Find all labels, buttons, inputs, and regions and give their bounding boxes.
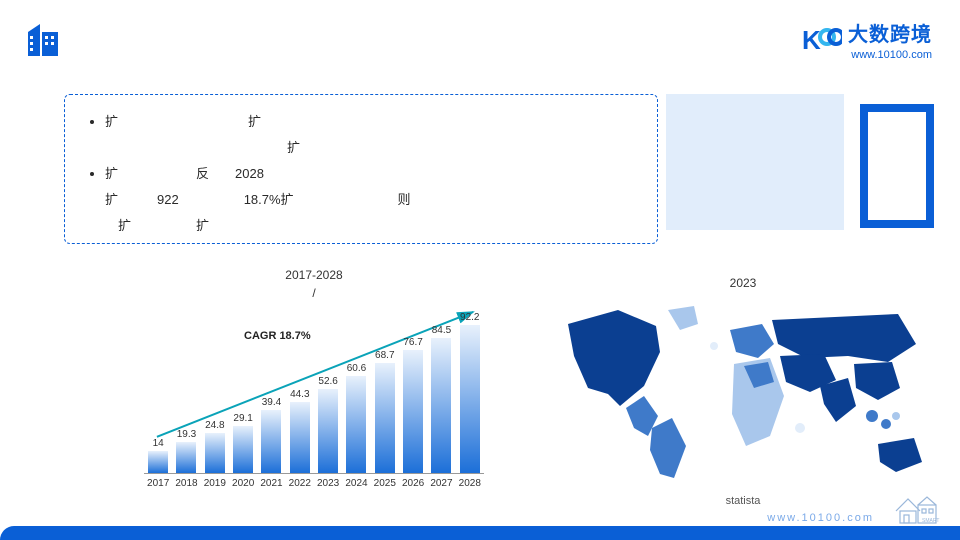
bar-value: 44.3: [290, 389, 309, 400]
bar-category: 2023: [314, 478, 342, 489]
footer-url[interactable]: www.10100.com: [767, 512, 874, 524]
revenue-bar-chart: 2017-2028 / 14 19.3 24.8 29.1 39.4 44.3 52.6 60…: [144, 268, 484, 498]
summary-card: 扩 扩 扩扩 反 2028 扩 922 18.7%扩 则 扩 扩: [64, 94, 658, 244]
svg-text:K: K: [802, 25, 821, 55]
map-source: statista: [548, 495, 938, 507]
accent-frame: [860, 104, 934, 228]
bar-value: 60.6: [347, 363, 366, 374]
bar-category: 2025: [371, 478, 399, 489]
bar-rect: [233, 426, 253, 473]
brand-logo-icon: K: [802, 23, 842, 57]
bar-value: 29.1: [233, 413, 252, 424]
svg-text:SMART: SMART: [922, 518, 939, 524]
bar-rect: [375, 363, 395, 473]
bar-rect: [431, 338, 451, 473]
footer-bar: [0, 526, 960, 540]
accent-panel: [666, 94, 844, 230]
bar-category: 2026: [399, 478, 427, 489]
brand-url[interactable]: www.10100.com: [848, 49, 932, 61]
bar-category: 2022: [286, 478, 314, 489]
bar-category: 2017: [144, 478, 172, 489]
bar-rect: [176, 442, 196, 473]
bar-rect: [148, 451, 168, 473]
bar-value: 84.5: [432, 325, 451, 336]
bar-col: 29.1: [229, 413, 257, 473]
brand-block: K 大数跨境 www.10100.com: [802, 18, 932, 61]
bar-col: 84.5: [427, 325, 455, 473]
bar-col: 60.6: [342, 363, 370, 473]
bar-value: 92.2: [460, 312, 479, 323]
bar-value: 19.3: [177, 429, 196, 440]
bar-rect: [460, 325, 480, 473]
bar-col: 52.6: [314, 376, 342, 473]
bar-rect: [403, 350, 423, 473]
bar-category: 2027: [427, 478, 455, 489]
bar-category: 2019: [201, 478, 229, 489]
bar-value: 14: [153, 438, 164, 449]
chart-unit: /: [144, 286, 484, 300]
chart-title: 2017-2028: [144, 268, 484, 282]
bar-category: 2028: [456, 478, 484, 489]
smart-house-icon: SMART: [892, 491, 940, 530]
summary-bullet: 扩 反 2028 扩 922 18.7%扩 则 扩 扩: [105, 161, 633, 239]
map-title: 2023: [548, 276, 938, 290]
bar-col: 44.3: [286, 389, 314, 473]
summary-bullet: 扩 扩 扩: [105, 109, 633, 161]
bar-value: 76.7: [403, 337, 422, 348]
bar-value: 39.4: [262, 397, 281, 408]
bar-category: 2021: [257, 478, 285, 489]
bar-col: 39.4: [257, 397, 285, 473]
bar-category: 2024: [342, 478, 370, 489]
bar-rect: [290, 402, 310, 473]
bar-col: 92.2: [456, 312, 484, 473]
brand-building-icon: [22, 18, 64, 65]
world-map: 2023 statista: [548, 276, 938, 507]
cagr-label: CAGR 18.7%: [244, 330, 311, 343]
bar-col: 14: [144, 438, 172, 473]
bar-rect: [346, 376, 366, 473]
bar-category: 2018: [172, 478, 200, 489]
bar-value: 52.6: [318, 376, 337, 387]
bar-rect: [261, 410, 281, 473]
bar-rect: [205, 433, 225, 473]
bar-col: 24.8: [201, 420, 229, 473]
bar-col: 76.7: [399, 337, 427, 473]
brand-name: 大数跨境: [848, 18, 932, 47]
bar-category: 2020: [229, 478, 257, 489]
bar-value: 68.7: [375, 350, 394, 361]
bar-col: 19.3: [172, 429, 200, 473]
bar-col: 68.7: [371, 350, 399, 473]
bar-value: 24.8: [205, 420, 224, 431]
bar-rect: [318, 389, 338, 473]
world-map-svg: [548, 296, 928, 486]
